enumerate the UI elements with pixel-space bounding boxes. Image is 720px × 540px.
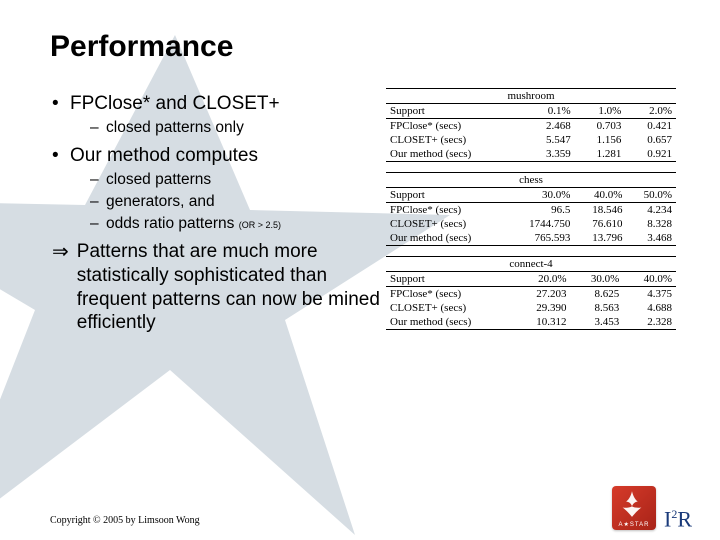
cell: 29.390 [515,301,570,315]
cell: 76.610 [574,217,626,231]
body: FPClose* and CLOSET+ closed patterns onl… [50,88,680,340]
cell: 0.657 [625,133,676,147]
cell: 2.328 [623,315,676,330]
col-header: 40.0% [574,188,626,203]
table-caption: connect-4 [386,257,676,272]
cell: Our method (secs) [386,315,515,330]
perf-table-connect-4: connect-4Support20.0%30.0%40.0% FPClose* … [386,256,676,330]
cell: 4.375 [623,287,676,302]
cell: 8.625 [571,287,624,302]
cell: Our method (secs) [386,231,507,246]
subbullet-closed-only: closed patterns only [70,118,380,138]
cell: 5.547 [524,133,575,147]
perf-table-chess: chessSupport30.0%40.0%50.0% FPClose* (sec… [386,172,676,246]
cell: 0.421 [625,119,676,134]
col-header: 50.0% [626,188,676,203]
col-header: 1.0% [575,104,626,119]
cell: 0.921 [625,147,676,162]
cell: CLOSET+ (secs) [386,301,515,315]
i2r-logo: I2R [664,508,692,530]
col-header: Support [386,272,515,287]
bullet-our-method: Our method computes closed patterns gene… [50,144,380,234]
logo-block: A★STAR I2R [612,486,692,530]
slide-title: Performance [50,30,680,64]
col-header: 0.1% [524,104,575,119]
cell: 3.468 [626,231,676,246]
cell: 2.468 [524,119,575,134]
cell: 27.203 [515,287,570,302]
cell: 4.234 [626,203,676,218]
subbullet-odds-ratio: odds ratio patterns (OR > 2.5) [70,214,380,234]
table-caption: mushroom [386,89,676,104]
cell: FPClose* (secs) [386,203,507,218]
cell: CLOSET+ (secs) [386,217,507,231]
bullet-text: Our method computes [70,145,258,166]
bullet-text: FPClose* and CLOSET+ [70,93,280,114]
cell: 3.359 [524,147,575,162]
col-header: 30.0% [571,272,624,287]
col-header: 20.0% [515,272,570,287]
cell: 0.703 [575,119,626,134]
perf-table-mushroom: mushroomSupport0.1%1.0%2.0% FPClose* (sec… [386,88,676,162]
cell: 13.796 [574,231,626,246]
cell: FPClose* (secs) [386,287,515,302]
cell: 4.688 [623,301,676,315]
col-header: 2.0% [625,104,676,119]
cell: Our method (secs) [386,147,524,162]
astar-text: A★STAR [612,521,656,528]
cell: 1.156 [575,133,626,147]
col-header: 30.0% [507,188,574,203]
cell: 8.563 [571,301,624,315]
tables-panel: mushroomSupport0.1%1.0%2.0%FPClose* (sec… [386,88,676,340]
implies-arrow-icon: ⇒ [52,240,69,335]
cell: 3.453 [571,315,624,330]
star-icon [618,490,646,518]
cell: 96.5 [507,203,574,218]
slide: Performance FPClose* and CLOSET+ closed … [0,0,720,540]
table-caption: chess [386,173,676,188]
copyright: Copyright © 2005 by Limsoon Wong [50,515,200,526]
cell: 1.281 [575,147,626,162]
col-header: 40.0% [623,272,676,287]
conclusion-block: ⇒ Patterns that are much more statistica… [50,240,380,335]
bullet-fpclose: FPClose* and CLOSET+ closed patterns onl… [50,92,380,138]
cell: FPClose* (secs) [386,119,524,134]
col-header: Support [386,188,507,203]
cell: 8.328 [626,217,676,231]
text-content: FPClose* and CLOSET+ closed patterns onl… [50,88,380,340]
subbullet-generators: generators, and [70,192,380,212]
astar-logo: A★STAR [612,486,656,530]
subbullet-closed: closed patterns [70,170,380,190]
col-header: Support [386,104,524,119]
cell: CLOSET+ (secs) [386,133,524,147]
conclusion-text: Patterns that are much more statisticall… [77,240,380,335]
cell: 10.312 [515,315,570,330]
cell: 765.593 [507,231,574,246]
cell: 18.546 [574,203,626,218]
cell: 1744.750 [507,217,574,231]
